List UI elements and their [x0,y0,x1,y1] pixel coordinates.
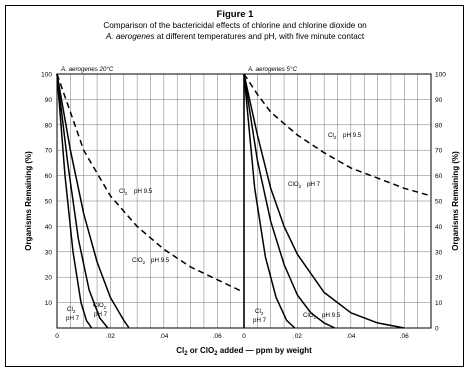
y-tick-label-left: 100 [41,72,52,79]
panel-title: A. aerogenes 5°C [247,66,297,73]
x-tick-label: .02 [106,333,115,340]
x-axis-title-part: or ClO [188,346,215,355]
series-label-cl2-ph95-20c-ph: pH 9.5 [134,188,153,195]
y-tick-label-left: 20 [45,275,53,282]
y-tick-label-right: 40 [435,224,443,231]
series-label-line: ClO [93,302,104,309]
subscript: 2 [143,260,146,265]
figure-subtitle-line-1: Comparison of the bactericidal effects o… [103,21,367,30]
series-label-clo2-ph95-5c-ph: pH 9.5 [322,312,341,319]
subscript: 2 [214,351,218,357]
y-tick-label-right: 20 [435,275,443,282]
series-label-cl2-ph7-5c-ph: pH 7 [253,317,267,324]
series-line [243,73,336,329]
x-tick-label: 0 [55,333,59,340]
series-label-line: ClO [132,257,143,264]
subscript: 2 [299,184,302,189]
y-tick-label-right: 80 [435,122,443,129]
x-tick-label: .04 [159,333,168,340]
series-label-clo2-ph95-5c: ClO2 [303,312,317,320]
series-label-clo2-ph95-20c-ph: pH 9.5 [151,257,170,264]
y-tick-label-right: 60 [435,173,443,180]
y-tick-label-right: 90 [435,97,443,104]
panel-title: A. aerogenes 20°C [60,66,114,73]
x-tick-label: .02 [293,333,302,340]
series-label-cl2-ph7-20c: Cl2 [67,306,76,314]
subscript: 2 [184,351,188,357]
series-line [56,73,130,329]
series-label-line: Cl [255,308,261,315]
subscript: 2 [104,305,107,310]
series-label-line: ClO [288,181,299,188]
subscript: 2 [73,309,76,314]
x-tick-label: .04 [346,333,355,340]
subscript: 2 [261,311,264,316]
series-line [243,73,432,197]
y-tick-label-right: 50 [435,199,443,206]
x-tick-label: .06 [400,333,409,340]
y-tick-label-left: 80 [45,122,53,129]
series-line [56,73,109,329]
subscript: 2 [334,135,337,140]
series-line [243,73,405,329]
series-line [56,73,93,329]
series-label-line: Cl [67,306,73,313]
y-tick-label-left: 10 [45,300,53,307]
x-tick-label: 0 [242,333,246,340]
y-tick-label-right: 10 [435,300,443,307]
figure-title: Figure 1 [216,9,254,20]
y-tick-label-left: 60 [45,173,53,180]
y-tick-label-left: 50 [45,199,53,206]
x-axis-title-part: Cl [176,346,184,355]
series-label-cl2-ph95-5c-ph: pH 9.5 [343,132,362,139]
series-label-cl2-ph95-20c: Cl2 [119,188,128,196]
y-tick-label-left: 90 [45,97,53,104]
series-label-line: ClO [303,312,314,319]
series-label-cl2-ph7-20c-ph: pH 7 [66,315,80,322]
y-axis-title-left: Organisms Remaining (%) [24,151,33,251]
series-label-clo2-ph7-5c: ClO2 [288,181,302,189]
series-label-clo2-ph7-20c-ph: pH 7 [94,311,108,318]
subscript: 2 [125,191,128,196]
series-label-line: Cl [328,132,334,139]
subscript: 2 [314,315,317,320]
series-line [243,73,296,329]
y-tick-label-left: 40 [45,224,53,231]
series-label-clo2-ph7-5c-ph: pH 7 [307,181,321,188]
series-label-clo2-ph7-20c: ClO2 [93,302,107,310]
x-axis-title: Cl2 or ClO2 added — ppm by weight [176,346,312,357]
y-tick-label-left: 70 [45,148,53,155]
y-tick-label-right: 100 [435,72,446,79]
x-axis-title-part: added — ppm by weight [218,346,313,355]
x-tick-label: .06 [213,333,222,340]
series-label-line: Cl [119,188,125,195]
series-line [56,73,245,294]
y-tick-label-right: 70 [435,148,443,155]
y-tick-label-right: 30 [435,249,443,256]
series-label-cl2-ph95-5c: Cl2 [328,132,337,140]
figure-subtitle-line-2: A. aerogenes at different temperatures a… [105,32,365,41]
series-label-cl2-ph7-5c: Cl2 [255,308,264,316]
y-tick-label-left: 30 [45,249,53,256]
y-axis-title-right: Organisms Remaining (%) [451,151,460,251]
y-tick-label-right: 0 [435,326,439,333]
figure-frame [5,5,464,367]
series-label-clo2-ph95-20c: ClO2 [132,257,146,265]
